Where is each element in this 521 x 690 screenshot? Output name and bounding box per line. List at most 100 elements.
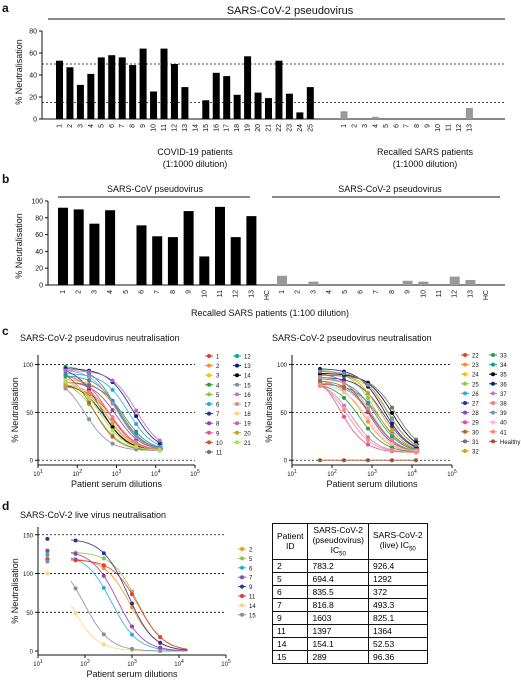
panel-c-left-legend-label: 16 xyxy=(244,393,251,399)
panel-a-bar xyxy=(118,57,126,119)
panel-c-left-legend-swatch xyxy=(207,382,211,387)
table-cell: 9 xyxy=(272,610,309,625)
panel-c-left-point xyxy=(110,434,115,439)
panel-c-right-title: SARS-CoV-2 pseudovirus neutralisation xyxy=(272,333,432,343)
panel-c-right-legend-label: 40 xyxy=(500,421,507,427)
panel-c-left-legend-label: 13 xyxy=(244,364,251,370)
table-cell: 14 xyxy=(272,636,309,651)
panel-a-bar xyxy=(66,67,74,119)
panel-d-point xyxy=(101,563,106,568)
panel-c-right-curve xyxy=(319,384,420,452)
panel-b-xtick-label: 4 xyxy=(107,290,114,294)
panel-d-point xyxy=(45,536,50,541)
panel-c-right-legend-swatch xyxy=(463,391,467,396)
panel-c-right-curve xyxy=(320,371,420,447)
panel-b-xtick-label: 11 xyxy=(436,290,443,297)
panel-c-right-legend-swatch xyxy=(491,410,495,415)
panel-d-point xyxy=(45,559,50,564)
panel-b-xtick-label: 8 xyxy=(170,290,177,294)
panel-c-left-legend-label: 20 xyxy=(244,431,251,437)
panel-c-left-point xyxy=(134,435,139,440)
panel-c-right-point xyxy=(390,405,394,410)
panel-d-xtick-label: 102 xyxy=(80,659,90,668)
panel-c-left-legend-label: 3 xyxy=(216,374,220,380)
panel-b-bar xyxy=(183,211,194,285)
panel-c-left-legend-swatch xyxy=(207,402,211,406)
panel-c-right-point xyxy=(342,371,346,376)
panel-c-left-xtick-base: 10 xyxy=(33,472,40,478)
panel-a-ytick-label: 60 xyxy=(29,51,37,58)
panel-c-right-legend-label: 36 xyxy=(500,382,507,388)
panel-d-point xyxy=(73,551,78,556)
panel-c-right-legend-label: 22 xyxy=(472,354,479,360)
panel-c-right-curve xyxy=(320,368,420,449)
panel-c-left-legend-swatch xyxy=(207,354,211,358)
panel-a-xtick-label: 17 xyxy=(224,124,231,132)
panel-c-left-legend-swatch xyxy=(207,411,211,416)
panel-c-right-xtick-base: 10 xyxy=(367,472,374,478)
panel-d-point xyxy=(158,640,163,645)
panel-c-right-curve xyxy=(319,376,420,452)
panel-b-bar xyxy=(89,223,100,285)
panel-a-bar xyxy=(129,65,137,119)
panel-d-point xyxy=(130,646,134,651)
panel-b-xtick-label: 10 xyxy=(420,290,427,298)
panel-c-left-xtick-exp: 2 xyxy=(79,469,82,475)
panel-b-bar xyxy=(136,225,147,285)
panel-c-right-point xyxy=(342,407,346,412)
panel-a-xtick-label: 3 xyxy=(362,124,369,128)
panel-a-xtick-label: 22 xyxy=(276,124,283,132)
panel-c-right-point xyxy=(390,437,394,442)
panel-c-right-point xyxy=(390,434,394,439)
panel-b-xtick-label: 11 xyxy=(217,290,224,297)
panel-d-legend-swatch xyxy=(240,603,244,608)
panel-c-right-legend-swatch xyxy=(463,429,467,434)
panel-a-xtick-label: 24 xyxy=(297,124,304,132)
panel-a-bar xyxy=(97,57,105,119)
panel-a-xtick-label: 9 xyxy=(140,124,147,128)
panel-d-xtick-exp: 1 xyxy=(40,659,43,665)
panel-c-left-legend-swatch xyxy=(235,382,239,387)
panel-d-point xyxy=(101,556,106,561)
panel-c-left-point xyxy=(134,408,139,413)
table-cell: 6 xyxy=(272,584,309,599)
table-row: 14 154.1 52.53 xyxy=(272,636,428,651)
panel-c-right-point xyxy=(414,442,418,447)
table-row: 6 835.5 372 xyxy=(272,584,428,599)
panel-c-right-point xyxy=(318,369,322,374)
panel-c-left-legend-label: 18 xyxy=(244,412,251,418)
panel-b-xtick-label: 2 xyxy=(76,290,83,294)
panel-d-point xyxy=(101,566,106,571)
panel-d-ylabel: % Neutralisation xyxy=(10,558,20,624)
panel-c-left-legend-label: 7 xyxy=(216,412,220,418)
panel-c-left-point xyxy=(87,390,92,395)
table-header-pseudo-1: SARS-CoV-2 xyxy=(313,525,364,535)
panel-b-xtick-label: 7 xyxy=(154,290,161,294)
panel-d-point xyxy=(101,551,106,556)
table-cell: 2 xyxy=(272,558,309,573)
panel-c-left-legend-label: 12 xyxy=(244,355,251,361)
panel-c-left-point xyxy=(87,378,92,383)
panel-c-right-point xyxy=(366,390,370,395)
table-header-live: SARS-CoV-2 (live) IC50 xyxy=(367,523,428,560)
panel-d-point xyxy=(45,552,50,557)
panel-c-right-legend-label: 33 xyxy=(500,354,507,360)
table-cell: 835.5 xyxy=(307,584,369,599)
panel-d-legend-swatch xyxy=(240,584,244,589)
panel-c-right-xtick-label: 105 xyxy=(447,469,457,478)
panel-b-xtick-label: 9 xyxy=(405,290,412,294)
panel-c-right-legend-swatch xyxy=(491,391,495,396)
panel-a-xtick-label: 1 xyxy=(341,124,348,128)
panel-c-left-legend-swatch xyxy=(207,440,211,445)
panel-c-right-point xyxy=(390,421,394,426)
panel-c-right-ytick-label: 100 xyxy=(277,363,288,369)
panel-a-bar xyxy=(265,98,272,119)
panel-b-bar xyxy=(199,256,210,285)
panel-c-right-point xyxy=(342,403,346,408)
panel-c-left-xtick-label: 102 xyxy=(73,469,83,478)
panel-c-right-xtick-base: 10 xyxy=(447,472,454,478)
panel-c-left-xtick-label: 104 xyxy=(151,469,161,478)
panel-d-legend-label: 5 xyxy=(249,557,253,563)
panel-c-left-point xyxy=(87,395,92,400)
